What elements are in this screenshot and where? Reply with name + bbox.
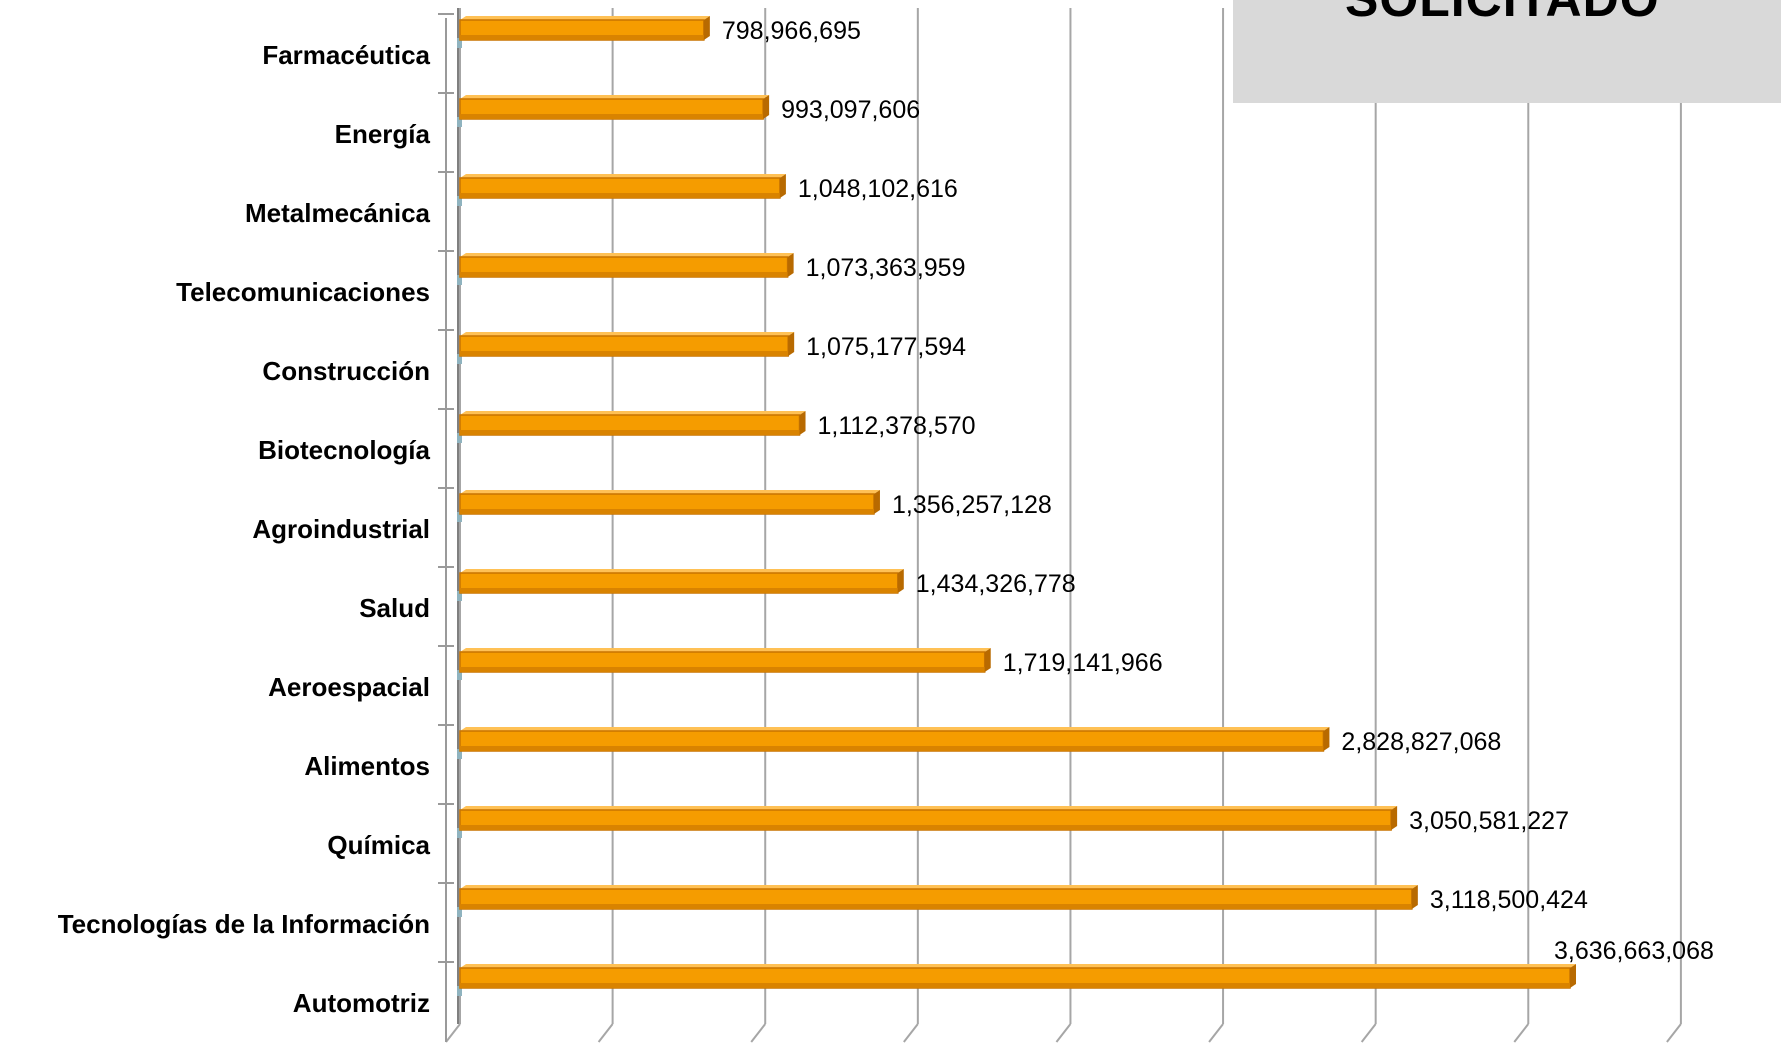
bar-shade [460, 746, 1324, 751]
bar-end-face [873, 490, 880, 514]
bar-top-face [460, 16, 710, 20]
bar-end-face [763, 95, 770, 119]
bar-base-sliver [457, 670, 462, 680]
bar-base-sliver [457, 986, 462, 996]
data-label: 1,112,378,570 [818, 412, 976, 440]
bar-shade [460, 351, 789, 356]
bar-base-sliver [457, 749, 462, 759]
bar-top-face [460, 727, 1330, 731]
bar-end-face [897, 569, 904, 593]
grid-line-floor [1666, 1023, 1682, 1043]
grid-line-floor [597, 1023, 614, 1043]
data-label: 3,636,663,068 [1554, 937, 1714, 965]
grid-line-floor [1360, 1023, 1377, 1043]
bar-base-sliver [457, 828, 462, 838]
bar-end-face [1323, 727, 1330, 751]
data-label: 1,719,141,966 [1003, 649, 1163, 677]
grid-line-floor [903, 1023, 919, 1043]
bar-shade [460, 588, 898, 593]
grid-line-floor [750, 1023, 767, 1043]
bar-shade [460, 430, 800, 435]
category-label: Tecnologías de la Información [58, 909, 430, 939]
data-label: 3,118,500,424 [1430, 886, 1588, 914]
bar-base-sliver [457, 512, 462, 522]
bar-top-face [460, 569, 904, 573]
bar-top-face [460, 332, 795, 336]
bar-end-face [787, 253, 794, 277]
category-label: Farmacéutica [262, 40, 430, 70]
category-label: Construcción [262, 356, 430, 386]
data-label: 1,048,102,616 [798, 175, 958, 203]
category-axis [438, 8, 459, 1042]
bar-end-face [788, 332, 795, 356]
bar-shade [460, 983, 1570, 988]
data-label: 1,434,326,778 [916, 570, 1076, 598]
data-label: 1,356,257,128 [892, 491, 1052, 519]
bar-shade [460, 35, 704, 40]
bar-top-face [460, 253, 794, 257]
bar-base-sliver [457, 433, 462, 443]
category-label: Automotriz [293, 988, 430, 1018]
bar-shade [460, 272, 788, 277]
bar-end-face [799, 411, 806, 435]
grid-line-floor [445, 1023, 461, 1043]
bar-shade [460, 193, 780, 198]
category-label: Alimentos [304, 751, 430, 781]
bar-base-sliver [457, 38, 462, 48]
bar-shade [460, 904, 1412, 909]
bar-base-sliver [457, 907, 462, 917]
grid-line-floor [1513, 1023, 1530, 1043]
category-label: Química [327, 830, 430, 860]
bar-base-sliver [457, 354, 462, 364]
bar-base-sliver [457, 591, 462, 601]
bars [457, 16, 1576, 996]
data-label: 1,073,363,959 [806, 254, 966, 282]
data-label: 1,075,177,594 [806, 333, 966, 361]
labels: Farmacéutica 798,966,695 Energía 993,097,60… [58, 17, 1714, 1018]
category-label: Aeroespacial [268, 672, 430, 702]
bar-shade [460, 114, 764, 119]
bar-end-face [779, 174, 786, 198]
bar-top-face [460, 648, 991, 652]
category-label: Energía [335, 119, 431, 149]
grid-line-floor [1208, 1023, 1224, 1043]
title-box: SOLICITADO [1233, 0, 1781, 103]
bar-end-face [703, 16, 710, 40]
bar-top-face [460, 885, 1418, 889]
bar-base-sliver [457, 275, 462, 285]
bar-base-sliver [457, 117, 462, 127]
bar-shade [460, 825, 1392, 830]
category-label: Biotecnología [258, 435, 430, 465]
bar-top-face [460, 411, 806, 415]
bar-top-face [460, 964, 1576, 968]
data-label: 798,966,695 [722, 17, 861, 45]
bar-end-face [1391, 806, 1398, 830]
category-label: Salud [359, 593, 430, 623]
bar-shade [460, 667, 985, 672]
bar-end-face [984, 648, 991, 672]
data-label: 993,097,606 [781, 96, 920, 124]
bar-end-face [1411, 885, 1418, 909]
category-label: Metalmecánica [245, 198, 431, 228]
bar-top-face [460, 806, 1398, 810]
bar-end-face [1570, 964, 1576, 988]
bar-top-face [460, 95, 770, 99]
category-label: Telecomunicaciones [176, 277, 430, 307]
category-label: Agroindustrial [252, 514, 430, 544]
bar-top-face [460, 174, 786, 178]
data-label: 2,828,827,068 [1341, 728, 1501, 756]
bar-top-face [460, 490, 880, 494]
grid-line-floor [1055, 1023, 1072, 1043]
data-label: 3,050,581,227 [1409, 807, 1569, 835]
bar-shade [460, 509, 874, 514]
chart-title: SOLICITADO [1345, 0, 1660, 28]
bar-base-sliver [457, 196, 462, 206]
